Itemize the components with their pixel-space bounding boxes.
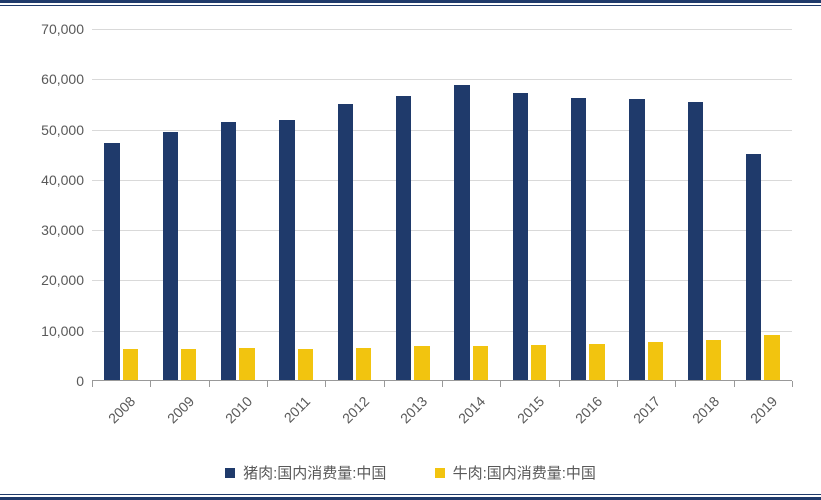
- bar-beef: [356, 348, 372, 380]
- x-tick-label: 2019: [741, 393, 781, 433]
- x-tick: [209, 381, 210, 387]
- legend-label-pork: 猪肉:国内消费量:中国: [243, 462, 386, 483]
- bar-beef: [239, 348, 255, 380]
- bar-pork: [454, 85, 470, 380]
- legend-swatch-beef: [435, 468, 445, 478]
- y-tick-label: 70,000: [0, 21, 84, 37]
- bar-beef: [298, 349, 314, 380]
- x-tick: [92, 381, 93, 387]
- bar-pork: [513, 93, 529, 380]
- x-tick: [325, 381, 326, 387]
- y-tick-label: 20,000: [0, 272, 84, 288]
- frame-top-inner: [0, 5, 821, 6]
- bar-pork: [571, 98, 587, 380]
- bar-pork: [221, 122, 237, 380]
- y-tick-label: 40,000: [0, 172, 84, 188]
- bar-pork: [688, 102, 704, 380]
- y-tick-label: 10,000: [0, 323, 84, 339]
- bar-beef: [473, 346, 489, 380]
- bar-beef: [414, 346, 430, 380]
- x-tick: [442, 381, 443, 387]
- y-tick-label: 60,000: [0, 71, 84, 87]
- x-tick: [384, 381, 385, 387]
- bars-layer: [92, 29, 792, 380]
- bar-pork: [746, 154, 762, 380]
- x-tick-label: 2008: [99, 393, 139, 433]
- legend-label-beef: 牛肉:国内消费量:中国: [453, 462, 596, 483]
- bar-beef: [589, 344, 605, 380]
- bar-beef: [648, 342, 664, 380]
- x-tick: [617, 381, 618, 387]
- x-tick-label: 2012: [332, 393, 372, 433]
- x-tick-label: 2017: [624, 393, 664, 433]
- bar-beef: [531, 345, 547, 380]
- x-tick: [559, 381, 560, 387]
- x-tick: [792, 381, 793, 387]
- y-tick-label: 50,000: [0, 122, 84, 138]
- bar-pork: [279, 120, 295, 380]
- x-tick-label: 2013: [391, 393, 431, 433]
- legend-item-beef: 牛肉:国内消费量:中国: [435, 462, 596, 483]
- y-tick-label: 30,000: [0, 222, 84, 238]
- bar-pork: [163, 132, 179, 380]
- x-tick-label: 2010: [216, 393, 256, 433]
- x-tick: [675, 381, 676, 387]
- x-tick-label: 2016: [566, 393, 606, 433]
- x-tick-label: 2014: [449, 393, 489, 433]
- bar-pork: [629, 99, 645, 380]
- bar-beef: [123, 349, 139, 380]
- x-tick: [500, 381, 501, 387]
- bar-beef: [706, 340, 722, 380]
- x-tick: [734, 381, 735, 387]
- bar-pork: [338, 104, 354, 380]
- bar-pork: [104, 143, 120, 380]
- y-tick-label: 0: [0, 373, 84, 389]
- x-tick: [150, 381, 151, 387]
- legend-swatch-pork: [225, 468, 235, 478]
- x-tick-label: 2011: [274, 393, 314, 433]
- bar-pork: [396, 96, 412, 380]
- plot-area: [92, 29, 792, 381]
- legend-item-pork: 猪肉:国内消费量:中国: [225, 462, 386, 483]
- x-tick: [267, 381, 268, 387]
- x-tick-label: 2015: [507, 393, 547, 433]
- chart-container: 0 10,000 20,000 30,000 40,000 50,000 60,000 70,…: [0, 0, 821, 500]
- legend: 猪肉:国内消费量:中国 牛肉:国内消费量:中国: [0, 462, 821, 483]
- x-axis: 2008 2009 2010 2011 2012 2013 2014 2015 2016 2017…: [92, 381, 792, 441]
- bar-beef: [181, 349, 197, 380]
- x-tick-label: 2009: [157, 393, 197, 433]
- bar-beef: [764, 335, 780, 380]
- x-tick-label: 2018: [682, 393, 722, 433]
- frame-bottom-inner: [0, 494, 821, 495]
